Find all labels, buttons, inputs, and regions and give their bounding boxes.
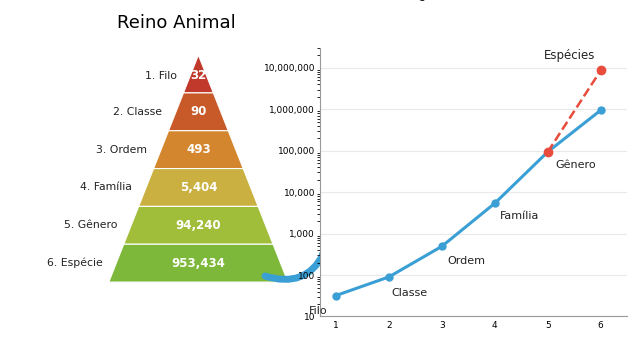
Text: 5,404: 5,404 [180, 181, 217, 194]
Text: 6. Espécie: 6. Espécie [47, 258, 102, 268]
Text: 5. Gênero: 5. Gênero [64, 220, 117, 230]
Text: 1. Filo: 1. Filo [145, 71, 177, 81]
Text: 4. Família: 4. Família [81, 182, 132, 193]
Text: 953,434: 953,434 [172, 257, 225, 270]
Polygon shape [124, 206, 273, 244]
Text: Ordem: Ordem [447, 256, 485, 266]
Polygon shape [168, 93, 228, 131]
Polygon shape [154, 131, 243, 169]
Text: 2. Classe: 2. Classe [113, 107, 162, 117]
Text: 32: 32 [190, 69, 207, 82]
Text: Reino Animal: Reino Animal [116, 14, 236, 32]
Text: 3. Ordem: 3. Ordem [96, 144, 147, 155]
Text: 493: 493 [186, 143, 211, 156]
Text: Filo: Filo [309, 306, 328, 316]
Text: Gênero: Gênero [556, 160, 596, 170]
Text: Família: Família [500, 211, 540, 221]
Legend: Previstas, Descritas/ Catalogadas: Previstas, Descritas/ Catalogadas [313, 0, 453, 1]
Text: 94,240: 94,240 [175, 219, 221, 232]
Polygon shape [139, 169, 258, 206]
Polygon shape [184, 55, 213, 93]
FancyArrowPatch shape [265, 254, 324, 279]
Text: Classe: Classe [392, 288, 428, 298]
Text: Espécies: Espécies [544, 49, 595, 62]
Polygon shape [109, 244, 288, 282]
Text: 90: 90 [190, 105, 207, 118]
